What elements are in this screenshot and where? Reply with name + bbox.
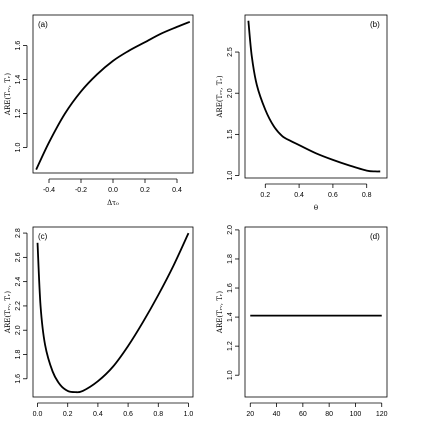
panel-a: (a) -0.4 -0.2 0.0 0.2 0.4 Δτ₀ 1.0 1.2 1.4 1.6 ARE(T… (4, 14, 194, 207)
y-tick-label: 2.5 (227, 47, 234, 57)
y-tick-label: 2.0 (227, 225, 234, 235)
y-tick-label: 1.2 (227, 341, 234, 351)
plot-frame (32, 226, 194, 398)
y-tick-label: 1.6 (15, 374, 22, 384)
x-tick-label: 0.4 (93, 411, 103, 418)
y-tick-label: 1.8 (227, 254, 234, 264)
y-axis-label: ARE(Tᵣᵥ, Tᵣ) (4, 73, 12, 116)
x-tick-label: 1.0 (184, 411, 194, 418)
x-tick-label: 0.4 (172, 187, 182, 194)
x-tick-label: 100 (350, 411, 362, 418)
panel-c: (c)0.00.20.40.60.81.0Δθ1.61.82.02.22.42.… (4, 226, 194, 418)
y-tick-label: 2.0 (227, 88, 234, 98)
panel-label: (d) (370, 232, 380, 241)
series-line (35, 20, 191, 170)
panel-b: (b) 0.2 0.4 0.6 0.8 θ 1.0 1.5 2.0 2.5 ARE(Tᵣᵥ, Tᵣ) (216, 14, 388, 212)
y-tick-label: 2.2 (15, 301, 22, 311)
x-tick-label: 0.8 (362, 192, 372, 199)
plot-frame (244, 14, 388, 179)
y-tick-label: 2.4 (15, 277, 22, 287)
y-tick-label: 2.8 (15, 228, 22, 238)
y-tick-label: 1.8 (15, 350, 22, 360)
y-tick-label: 1.6 (15, 41, 22, 51)
y-tick-label: 1.2 (15, 109, 22, 119)
x-tick-label: -0.4 (43, 187, 55, 194)
x-tick-label: 0.6 (123, 411, 133, 418)
y-axis-label: ARE(Tᵣᵥ, Tᵣ) (216, 291, 224, 334)
x-axis-label: θ (314, 204, 318, 212)
x-tick-label: 20 (246, 411, 254, 418)
series-line (36, 232, 190, 394)
y-axis-label: ARE(Tᵣᵥ, Tᵣ) (216, 75, 224, 118)
x-tick-label: 0.2 (140, 187, 150, 194)
x-tick-label: -0.2 (75, 187, 87, 194)
y-tick-label: 1.0 (227, 171, 234, 181)
y-tick-label: 1.0 (227, 370, 234, 380)
x-tick-label: 60 (299, 411, 307, 418)
x-tick-label: 40 (273, 411, 281, 418)
panel-label: (a) (38, 20, 48, 29)
panel-d: (d)20406080100120N₁1.01.21.41.61.82.0ARE… (216, 225, 388, 418)
y-tick-label: 1.0 (15, 143, 22, 153)
x-tick-label: 0.0 (33, 411, 43, 418)
series-line (247, 20, 381, 173)
x-tick-label: 0.8 (153, 411, 163, 418)
x-tick-label: 0.2 (260, 192, 270, 199)
y-tick-label: 2.0 (15, 325, 22, 335)
y-tick-label: 1.4 (227, 312, 234, 322)
x-tick-label: 120 (376, 411, 388, 418)
y-axis-label: ARE(Tᵣᵥ, Tᵣ) (4, 291, 12, 334)
panel-label: (b) (370, 20, 380, 29)
x-axis-label: Δτ₀ (107, 199, 119, 207)
y-tick-label: 1.4 (15, 75, 22, 85)
y-tick-label: 1.6 (227, 283, 234, 293)
x-tick-label: 80 (325, 411, 333, 418)
x-tick-label: 0.6 (328, 192, 338, 199)
plot-frame (244, 226, 388, 398)
plot-frame (32, 14, 194, 174)
y-tick-label: 1.5 (227, 129, 234, 139)
panel-label: (c) (38, 232, 48, 241)
x-tick-label: 0.0 (108, 187, 118, 194)
x-tick-label: 0.2 (63, 411, 73, 418)
x-tick-label: 0.4 (294, 192, 304, 199)
y-tick-label: 2.6 (15, 252, 22, 262)
